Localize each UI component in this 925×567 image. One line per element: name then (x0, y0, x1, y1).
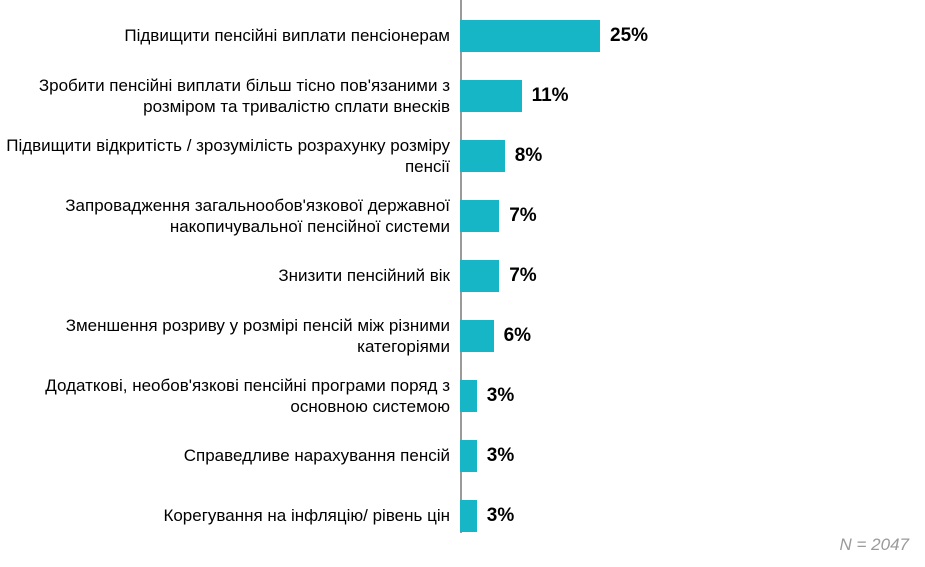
category-label: Підвищити відкритість / зрозумілість роз… (0, 135, 460, 178)
bar-row: Зменшення розриву у розмірі пенсій між р… (0, 308, 925, 364)
bar (460, 200, 499, 232)
value-label: 3% (487, 385, 514, 407)
bar (460, 320, 494, 352)
bar-area: 11% (460, 68, 925, 124)
value-label: 25% (610, 25, 648, 47)
bar (460, 140, 505, 172)
bar-row: Справедливе нарахування пенсій 3% (0, 428, 925, 484)
bar-area: 7% (460, 248, 925, 304)
value-label: 3% (487, 445, 514, 467)
category-label: Зменшення розриву у розмірі пенсій між р… (0, 315, 460, 358)
bar-row: Підвищити відкритість / зрозумілість роз… (0, 128, 925, 184)
bar-row: Запровадження загальнообов'язкової держа… (0, 188, 925, 244)
bar (460, 380, 477, 412)
bar-area: 8% (460, 128, 925, 184)
bar-area: 7% (460, 188, 925, 244)
bar-row: Зробити пенсійні виплати більш тісно пов… (0, 68, 925, 124)
category-label: Додаткові, необов'язкові пенсійні програ… (0, 375, 460, 418)
value-label: 3% (487, 505, 514, 527)
bar-area: 3% (460, 368, 925, 424)
bar-row: Підвищити пенсійні виплати пенсіонерам 25… (0, 8, 925, 64)
value-label: 11% (532, 85, 569, 107)
bar-area: 6% (460, 308, 925, 364)
bar-area: 25% (460, 8, 925, 64)
category-label: Справедливе нарахування пенсій (0, 445, 460, 466)
value-label: 8% (515, 145, 542, 167)
bar (460, 20, 600, 52)
sample-size-footnote: N = 2047 (840, 535, 909, 555)
bar-row: Додаткові, необов'язкові пенсійні програ… (0, 368, 925, 424)
bar (460, 80, 522, 112)
bar (460, 260, 499, 292)
bar-rows-container: Підвищити пенсійні виплати пенсіонерам 25… (0, 8, 925, 544)
category-label: Підвищити пенсійні виплати пенсіонерам (0, 25, 460, 46)
value-label: 6% (504, 325, 531, 347)
bar-row: Корегування на інфляцію/ рівень цін 3% (0, 488, 925, 544)
horizontal-bar-chart: Підвищити пенсійні виплати пенсіонерам 25… (0, 0, 925, 567)
bar (460, 500, 477, 532)
value-label: 7% (509, 205, 536, 227)
bar-row: Знизити пенсійний вік 7% (0, 248, 925, 304)
value-label: 7% (509, 265, 536, 287)
category-label: Корегування на інфляцію/ рівень цін (0, 505, 460, 526)
category-label: Знизити пенсійний вік (0, 265, 460, 286)
category-label: Запровадження загальнообов'язкової держа… (0, 195, 460, 238)
category-label: Зробити пенсійні виплати більш тісно пов… (0, 75, 460, 118)
bar-area: 3% (460, 428, 925, 484)
bar (460, 440, 477, 472)
